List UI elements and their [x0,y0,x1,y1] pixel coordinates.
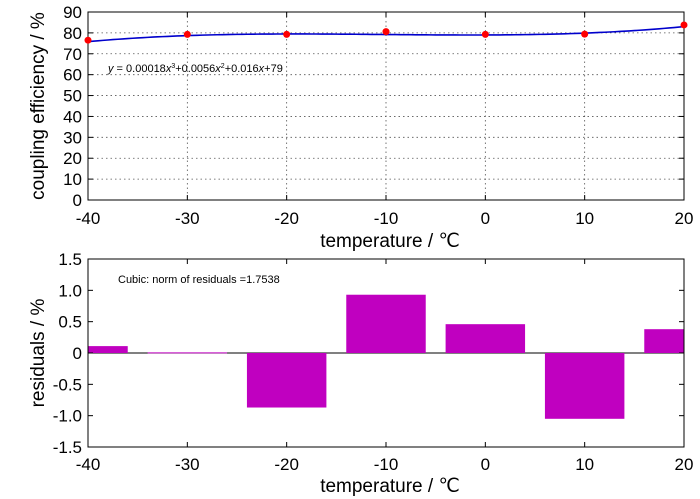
bottom-x-tick-label: 20 [675,455,694,474]
data-point [481,30,489,38]
top-y-tick-label: 0 [73,191,82,210]
top-y-tick-label: 80 [63,24,82,43]
data-point [581,30,589,38]
bottom-x-tick-label: -30 [175,455,200,474]
bottom-x-tick-label: -40 [76,455,101,474]
eq-a0: +79 [264,63,283,75]
residual-bar [346,294,426,353]
top-x-tick-label: -40 [76,209,101,228]
bottom-y-tick-label: -0.5 [53,375,82,394]
data-point [382,28,390,36]
top-y-tick-label: 50 [63,87,82,106]
eq-x1: x [258,63,265,75]
data-point [680,21,688,29]
top-y-tick-label: 90 [63,3,82,22]
eq-sup2: 2 [221,63,225,70]
top-y-tick-label: 60 [63,66,82,85]
fit-equation: y = 0.00018x3+0.0056x2+0.016x+79 [107,63,283,75]
residual-bar [88,346,128,353]
bottom-y-tick-label: 0 [73,344,82,363]
eq-y: y [107,63,115,75]
data-points [84,21,688,44]
bottom-chart: -40 -30 -20 -10 0 10 20 1.5 1.0 0.5 0 -0.5 -1.0 -1.5… [28,250,693,497]
eq-x3: x [165,63,172,75]
top-x-tick-label: 10 [575,209,594,228]
bottom-y-tick-label: 0.5 [58,313,82,332]
bottom-y-axis-label: residuals / % [28,299,49,408]
top-y-axis-label: coupling efficiency / % [28,12,49,200]
residual-bar [544,353,625,419]
bottom-x-ticks: -40 -30 -20 -10 0 10 20 [76,259,694,474]
residual-bar [445,324,526,353]
bottom-x-tick-label: -20 [274,455,299,474]
top-y-tick-label: 40 [63,107,82,126]
eq-a3: = 0.00018 [114,63,166,75]
top-y-tick-label: 30 [63,128,82,147]
top-y-tick-label: 20 [63,149,82,168]
eq-a2: +0.0056 [175,63,215,75]
bottom-y-ticks: 1.5 1.0 0.5 0 -0.5 -1.0 -1.5 [53,250,684,457]
bottom-y-tick-label: 1.5 [58,250,82,269]
top-y-tick-label: 70 [63,45,82,64]
top-x-tick-label: -10 [374,209,399,228]
bottom-y-tick-label: 1.0 [58,281,82,300]
bottom-x-tick-label: 0 [481,455,490,474]
residual-norm-annotation: Cubic: norm of residuals =1.7538 [118,274,280,286]
top-x-tick-label: -30 [175,209,200,228]
bottom-x-tick-label: -10 [374,455,399,474]
bottom-x-axis-label: temperature / ℃ [320,476,460,497]
bottom-y-tick-label: -1.0 [53,407,82,426]
residual-bars [88,294,684,419]
bottom-x-tick-label: 10 [575,455,594,474]
top-x-tick-label: 0 [481,209,490,228]
eq-x2: x [214,63,221,75]
top-grid [88,12,684,200]
top-x-axis-label: temperature / ℃ [320,231,460,252]
eq-sup3: 3 [171,63,175,70]
eq-a1: +0.016 [225,63,259,75]
residual-bar [147,352,228,354]
residual-bar [246,353,327,408]
data-point [283,30,291,38]
data-point [84,36,92,44]
top-x-tick-label: 20 [675,209,694,228]
top-x-tick-label: -20 [274,209,299,228]
data-point [183,30,191,38]
bottom-y-tick-label: -1.5 [53,438,82,457]
top-y-tick-label: 10 [63,170,82,189]
top-x-ticks: -40 -30 -20 -10 0 10 20 [76,12,694,228]
residual-bar [644,329,684,353]
